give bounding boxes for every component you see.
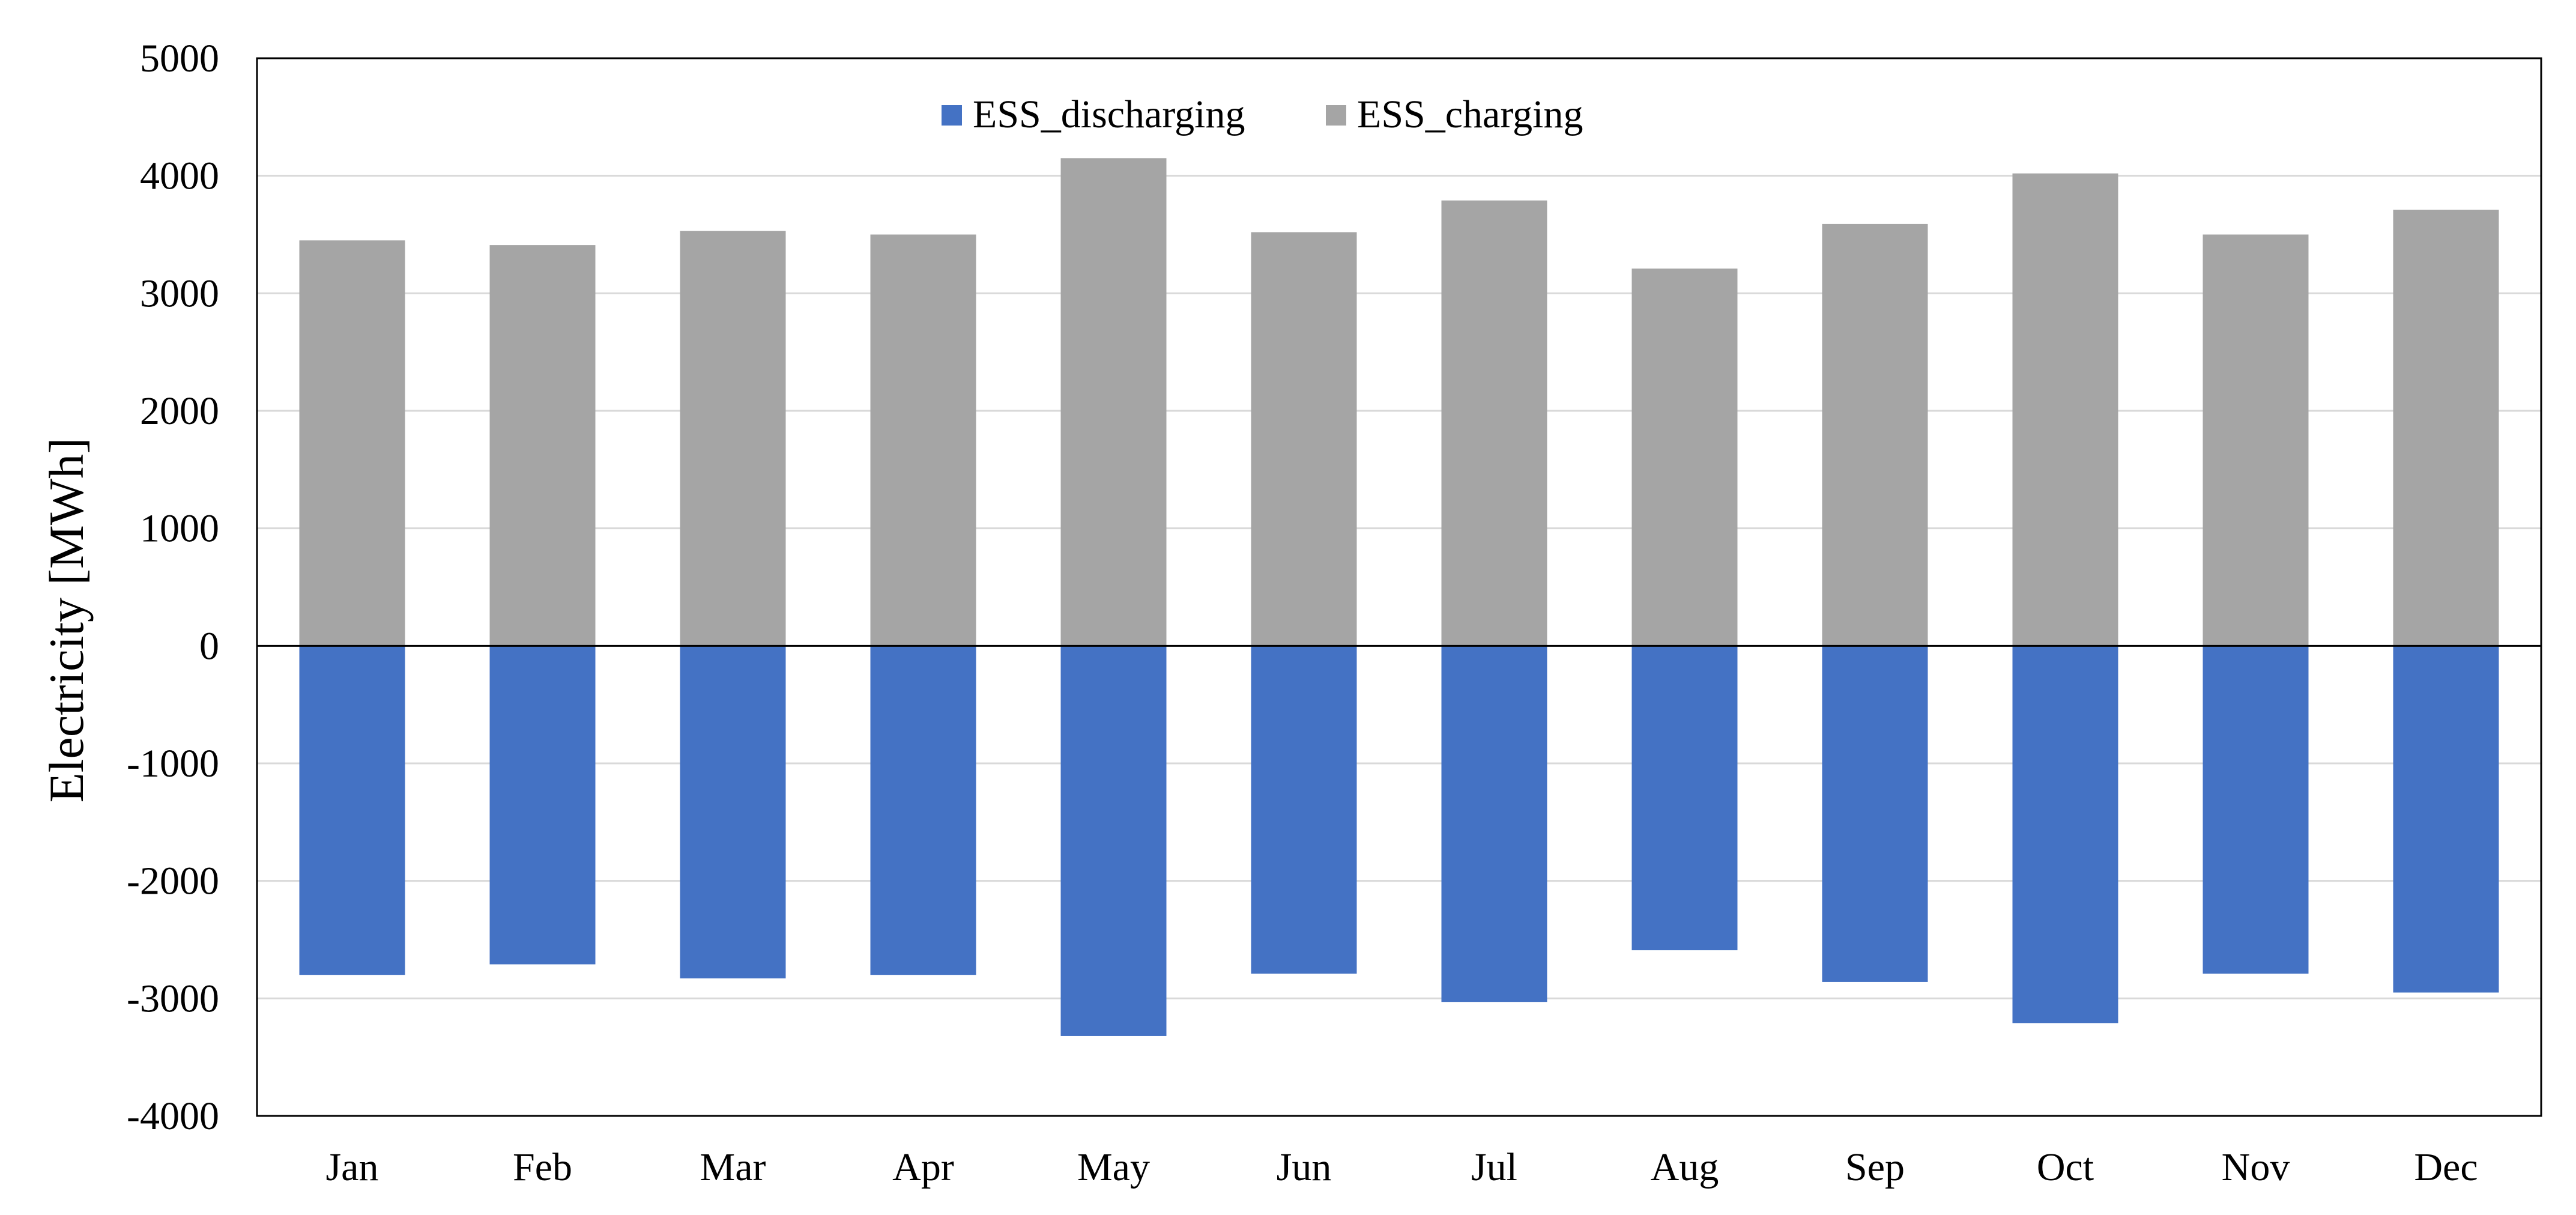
bar-ess-discharging-mar — [680, 646, 786, 979]
bar-ess-charging-nov — [2203, 234, 2309, 646]
bar-ess-discharging-dec — [2393, 646, 2499, 993]
bar-ess-charging-apr — [870, 234, 976, 646]
x-axis-ticks: Jan Feb Mar Apr May Jun Jul Aug Sep Oct Nov Dec — [326, 1145, 2478, 1189]
x-tick-label: Jan — [326, 1145, 379, 1189]
bar-ess-discharging-apr — [870, 646, 976, 975]
y-tick-label: -3000 — [127, 977, 219, 1020]
bar-ess-discharging-nov — [2203, 646, 2309, 974]
x-tick-label: Sep — [1845, 1145, 1905, 1189]
y-tick-label: 3000 — [140, 271, 219, 315]
y-tick-label: 0 — [199, 624, 219, 668]
x-tick-label: Oct — [2037, 1145, 2094, 1189]
bar-ess-charging-jul — [1441, 200, 1547, 646]
y-tick-label: 2000 — [140, 389, 219, 433]
x-tick-label: May — [1077, 1145, 1150, 1189]
bar-ess-charging-jun — [1251, 232, 1357, 646]
y-tick-label: 5000 — [140, 37, 219, 80]
bar-ess-discharging-sep — [1822, 646, 1928, 982]
y-tick-label: -4000 — [127, 1094, 219, 1138]
bar-ess-charging-mar — [680, 231, 786, 646]
y-tick-label: -1000 — [127, 742, 219, 786]
bars — [299, 158, 2499, 1036]
x-tick-label: Jul — [1471, 1145, 1517, 1189]
bar-ess-discharging-feb — [489, 646, 596, 965]
gridlines — [257, 175, 2541, 999]
y-axis-ticks: -4000 -3000 -2000 -1000 0 1000 2000 3000 4000 500… — [127, 37, 219, 1138]
plot-area-frame — [256, 57, 2542, 1117]
x-tick-label: Apr — [892, 1145, 954, 1189]
x-tick-label: Mar — [700, 1145, 766, 1189]
x-tick-label: Nov — [2222, 1145, 2290, 1189]
bar-ess-charging-may — [1060, 158, 1167, 646]
bar-ess-charging-dec — [2393, 210, 2499, 646]
bar-ess-discharging-jan — [299, 646, 405, 975]
x-tick-label: Dec — [2414, 1145, 2478, 1189]
x-tick-label: Feb — [513, 1145, 572, 1189]
x-tick-label: Aug — [1651, 1145, 1719, 1189]
y-tick-label: 4000 — [140, 154, 219, 198]
x-tick-label: Jun — [1277, 1145, 1332, 1189]
bar-ess-charging-oct — [2012, 173, 2118, 646]
bar-ess-charging-jan — [299, 240, 405, 646]
bar-ess-discharging-aug — [1631, 646, 1738, 951]
bar-ess-charging-feb — [489, 245, 596, 646]
y-axis-title: Electricity [MWh] — [39, 438, 94, 803]
bar-ess-charging-sep — [1822, 223, 1928, 646]
legend-swatch — [1326, 105, 1346, 126]
bar-ess-discharging-jun — [1251, 646, 1357, 974]
bar-ess-discharging-jul — [1441, 646, 1547, 1002]
legend-swatch — [942, 105, 962, 126]
legend-label: ESS_charging — [1357, 92, 1583, 136]
y-tick-label: -2000 — [127, 859, 219, 903]
bar-ess-discharging-oct — [2012, 646, 2118, 1023]
bar-ess-charging-aug — [1631, 268, 1738, 646]
y-tick-label: 1000 — [140, 507, 219, 551]
legend-label: ESS_discharging — [973, 92, 1245, 136]
legend: ESS_discharging ESS_charging — [942, 92, 1583, 136]
bar-ess-discharging-may — [1060, 646, 1167, 1036]
